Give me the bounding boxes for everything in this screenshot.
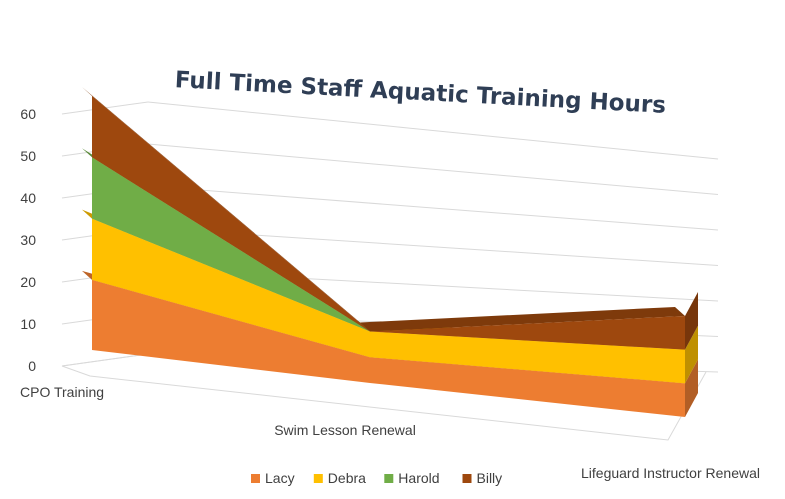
floor-back-edge <box>61 353 149 367</box>
y-tick-label: 30 <box>20 232 36 248</box>
legend-item-debra: Debra <box>313 470 366 486</box>
area-side-face <box>685 359 698 417</box>
x-category-label: Lifeguard Instructor Renewal <box>581 465 760 481</box>
chart-title: Full Time Staff Aquatic Training Hours <box>174 67 666 119</box>
legend-swatch <box>251 474 260 483</box>
legend-label: Lacy <box>265 470 295 486</box>
legend-item-lacy: Lacy <box>251 470 295 486</box>
y-tick-label: 0 <box>28 358 36 374</box>
area-top-face <box>360 306 685 332</box>
x-category-label: Swim Lesson Renewal <box>274 422 416 438</box>
legend-swatch <box>384 474 394 483</box>
gridline <box>147 101 719 160</box>
series-billy <box>82 86 698 350</box>
area-front-face <box>92 279 685 417</box>
area-front-face <box>92 218 685 384</box>
legend: Lacy Debra Harold Billy <box>251 470 502 486</box>
legend-swatch <box>462 474 472 483</box>
area-front-face <box>92 157 685 350</box>
gridline <box>147 185 719 231</box>
legend-item-harold: Harold <box>384 470 440 486</box>
legend-swatch <box>313 474 323 483</box>
legend-label: Harold <box>398 470 439 486</box>
gridline <box>147 143 719 195</box>
y-tick-label: 50 <box>20 148 36 164</box>
y-axis-ticks: 0 10 20 30 40 50 60 <box>20 106 36 374</box>
legend-label: Billy <box>477 470 503 486</box>
area-top-face <box>82 86 370 332</box>
y-tick-label: 20 <box>20 274 36 290</box>
y-tick-label: 10 <box>20 316 36 332</box>
area-front-face <box>92 95 685 350</box>
x-axis-categories: CPO Training Swim Lesson Renewal Lifeguard… <box>20 384 760 481</box>
area-side-face <box>685 325 698 384</box>
y-tick-label: 60 <box>20 106 36 122</box>
x-category-label: CPO Training <box>20 384 104 400</box>
y-tick-label: 40 <box>20 190 36 206</box>
legend-label: Debra <box>328 470 366 486</box>
plot-area <box>82 86 698 417</box>
area-side-face <box>685 291 698 350</box>
legend-item-billy: Billy <box>462 470 503 486</box>
